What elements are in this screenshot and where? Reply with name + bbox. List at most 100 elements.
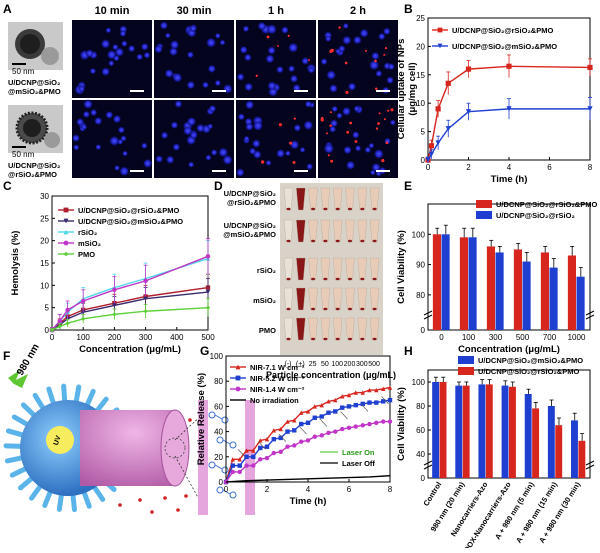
x-axis-label: Time (h): [491, 174, 528, 185]
x-tick-label: A + 980 nm (15 min): [514, 480, 559, 545]
spike: [32, 392, 47, 412]
legend-marker: [235, 375, 241, 381]
data-point: [346, 392, 352, 398]
vial: [357, 257, 368, 281]
series-2: [223, 397, 393, 485]
bar: [578, 440, 586, 478]
d-row-label: PMO: [259, 326, 276, 335]
data-point: [333, 409, 338, 414]
released-drug-dots: [118, 418, 192, 514]
x-tick-label: Control: [422, 480, 444, 507]
axis-break-mark: [585, 310, 595, 316]
y-tick-label: 100: [412, 378, 426, 387]
drug-dot: [188, 418, 192, 422]
data-point: [305, 409, 311, 414]
data-point: [264, 444, 270, 449]
vial-pellet: [335, 307, 340, 311]
vial: [345, 257, 355, 281]
data-point: [387, 397, 393, 403]
row-label-rsio2-line2: @rSiO₂&PMO: [8, 170, 57, 179]
row-label-msio2-line1: U/DCNP@SiO₂: [8, 78, 60, 87]
y-axis-label: Hemolysis (%): [10, 231, 21, 296]
data-point: [445, 80, 451, 86]
spike: [3, 443, 25, 449]
data-point: [57, 324, 62, 329]
bar: [522, 261, 531, 330]
x-tick-label: 8: [588, 163, 593, 172]
microscopy-tile-r1-c3: [236, 20, 317, 98]
azo-ring: [208, 461, 216, 469]
vial: [320, 317, 331, 341]
series-4: [225, 475, 391, 483]
series-line: [51, 306, 209, 331]
time-header-10min: 10 min: [95, 5, 130, 17]
vial-pellet: [372, 207, 377, 211]
vial-rows: [283, 187, 380, 341]
vial: [369, 219, 380, 243]
legend-entry: U/DCNP@SiO₂@mSiO₂&PMO: [78, 217, 183, 226]
data-point: [346, 425, 352, 431]
bar: [509, 386, 516, 478]
data-point: [340, 394, 345, 399]
d-tick-label: 500: [368, 361, 380, 368]
scale-label-1: 50 nm: [12, 67, 35, 76]
d-tick-label: 200: [344, 361, 356, 368]
data-point: [381, 419, 386, 424]
legend-marker: [437, 43, 443, 49]
bar: [468, 237, 477, 330]
y-axis-label: Relative Release (%): [196, 373, 207, 465]
microscopy-tile-r2-c4: [318, 100, 398, 178]
vial-pellet: [360, 337, 365, 341]
bar: [549, 267, 558, 330]
data-point: [143, 309, 148, 314]
data-point: [353, 424, 358, 429]
data-point: [65, 321, 70, 326]
y-axis-label: (μg/mg cell): [407, 62, 418, 115]
vial-row-4: [283, 287, 380, 311]
vial-row-2: [283, 219, 380, 243]
data-point: [285, 429, 290, 434]
time-header-2h: 2 h: [350, 5, 366, 17]
data-point: [374, 387, 379, 393]
spike: [42, 488, 54, 508]
vial: [332, 187, 343, 211]
vial-pellet: [286, 239, 291, 243]
vial: [357, 219, 368, 243]
data-point: [57, 318, 62, 324]
y-tick-label: 20: [214, 453, 223, 462]
data-point: [367, 387, 372, 393]
bar: [501, 385, 509, 478]
data-point: [278, 449, 283, 454]
y-tick-label: 80: [214, 377, 223, 386]
vial: [357, 187, 368, 211]
data-point: [81, 316, 86, 322]
vial-pellet: [311, 239, 316, 243]
x-axis-label: Concentration (μg/mL): [79, 344, 181, 355]
laser-bolt-icon: [8, 370, 28, 388]
data-point: [258, 457, 263, 462]
series-4: [49, 238, 211, 333]
series-5: [49, 298, 211, 333]
bar: [478, 384, 486, 478]
data-point: [381, 386, 386, 391]
d-row-label: mSiO₂: [253, 296, 276, 305]
scale-bar: [376, 170, 390, 172]
x-tick-label: 0: [50, 333, 55, 342]
y-tick-label: 80: [416, 402, 425, 411]
scale-bar: [130, 90, 144, 92]
vial-pellet: [372, 239, 377, 243]
data-point: [319, 402, 324, 408]
spike: [4, 455, 26, 464]
data-point: [237, 463, 242, 468]
spike: [11, 414, 31, 428]
vial: [296, 317, 306, 341]
vial: [345, 187, 355, 211]
data-point: [271, 436, 276, 442]
vial: [332, 219, 343, 243]
data-point: [299, 421, 304, 427]
vial-pellet: [372, 337, 377, 341]
row-label-msio2-line2: @mSiO₂&PMO: [8, 87, 61, 96]
data-point: [264, 455, 270, 461]
data-point: [387, 385, 393, 390]
y-tick-label: 25: [40, 214, 49, 223]
